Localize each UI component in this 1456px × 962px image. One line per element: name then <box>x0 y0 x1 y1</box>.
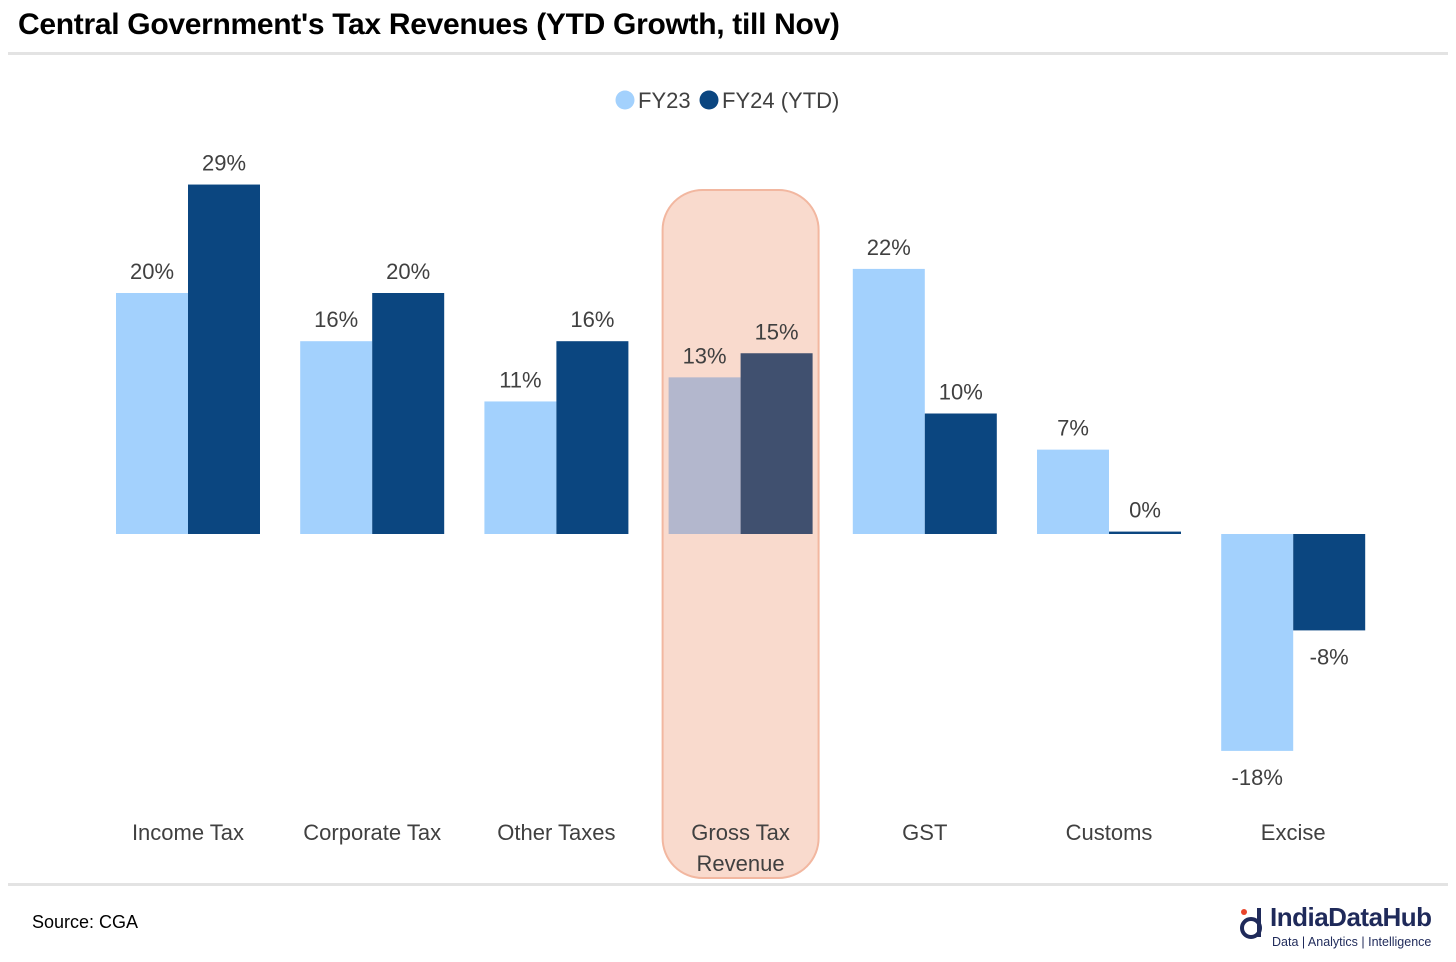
indiadatahub-logo: IndiaDataHub Data | Analytics | Intellig… <box>1238 902 1448 954</box>
category-label-3-0: Gross Tax <box>691 820 790 845</box>
bar-fy24-5 <box>1109 531 1181 534</box>
category-label-2: Other Taxes <box>497 820 615 845</box>
legend-marker-fy23 <box>615 90 635 110</box>
bar-fy24-6 <box>1293 534 1366 631</box>
bar-fy23-0 <box>116 293 188 534</box>
category-label-4: GST <box>902 820 947 845</box>
bar-fy24-4 <box>924 413 997 534</box>
chart-title: Central Government's Tax Revenues (YTD G… <box>18 8 840 41</box>
data-label-fy23-0: 20% <box>130 259 174 284</box>
data-label-fy24-5: 0% <box>1129 498 1161 523</box>
category-label-6: Excise <box>1261 820 1326 845</box>
data-label-fy24-3: 15% <box>755 319 799 344</box>
data-label-fy24-4: 10% <box>939 380 983 405</box>
bar-fy23-1 <box>300 341 373 534</box>
data-label-fy23-2: 11% <box>499 367 541 392</box>
category-label-1: Corporate Tax <box>303 820 441 845</box>
logo-tagline: Data | Analytics | Intelligence <box>1272 935 1432 949</box>
data-label-fy24-6: -8% <box>1310 644 1349 669</box>
bottom-divider <box>8 883 1448 886</box>
data-label-fy23-3: 13% <box>683 343 727 368</box>
source-note: Source: CGA <box>32 912 139 932</box>
category-label-3-1: Revenue <box>697 851 785 876</box>
logo-name: IndiaDataHub <box>1270 902 1432 932</box>
data-label-fy23-4: 22% <box>867 235 911 260</box>
logo-icon <box>1240 908 1262 939</box>
bar-fy24-3 <box>740 353 813 534</box>
bar-fy24-2 <box>556 341 629 534</box>
top-divider <box>8 52 1448 55</box>
bar-fy23-6 <box>1221 534 1294 751</box>
data-label-fy24-2: 16% <box>570 307 614 332</box>
data-label-fy23-6: -18% <box>1232 765 1283 790</box>
category-label-5: Customs <box>1066 820 1153 845</box>
data-label-fy24-1: 20% <box>386 259 430 284</box>
legend-marker-fy24 <box>699 90 719 110</box>
bar-fy23-3 <box>668 377 741 534</box>
data-label-fy23-5: 7% <box>1057 416 1089 441</box>
category-label-0: Income Tax <box>132 820 244 845</box>
legend-label-fy23: FY23 <box>638 88 691 113</box>
bar-chart: FY23 FY24 (YTD) 20% 29% Income Tax 16% 20% Corp… <box>116 88 1366 879</box>
bar-fy24-0 <box>188 184 260 535</box>
bar-fy23-5 <box>1037 449 1109 534</box>
data-label-fy23-1: 16% <box>314 307 358 332</box>
bar-fy24-1 <box>372 293 445 534</box>
legend-label-fy24: FY24 (YTD) <box>722 88 839 113</box>
bar-fy23-2 <box>484 401 557 534</box>
data-label-fy24-0: 29% <box>202 151 246 176</box>
bar-fy23-4 <box>852 268 925 534</box>
